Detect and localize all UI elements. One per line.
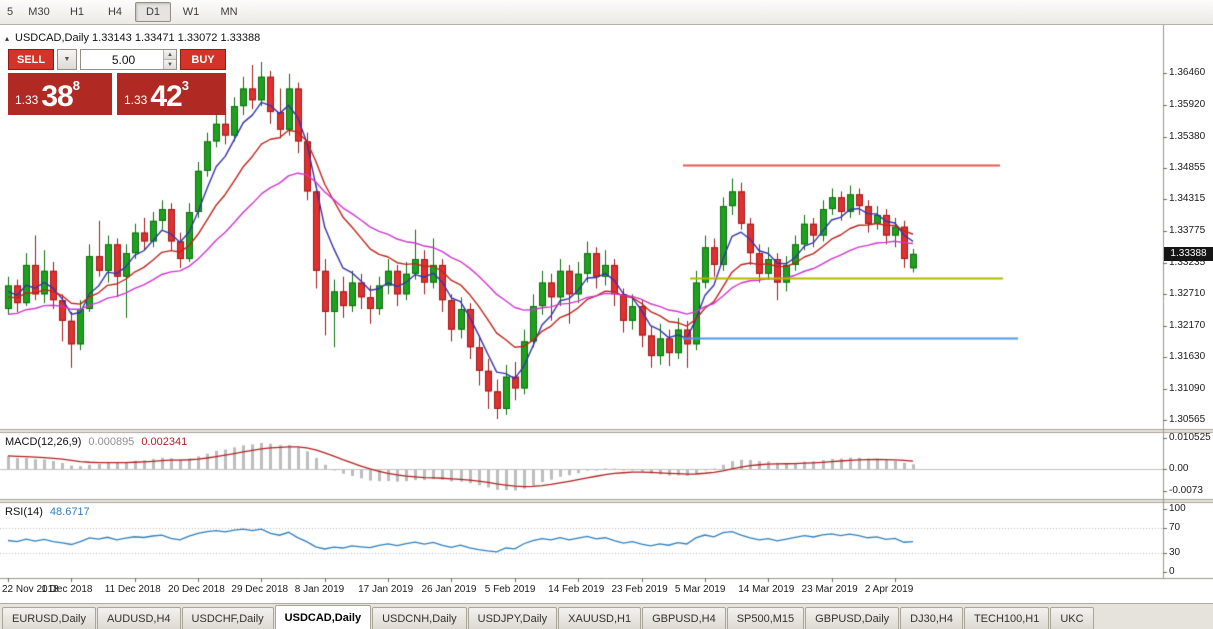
chart-overlay: ▴ USDCAD,Daily 1.33143 1.33471 1.33072 1… [0,25,1213,603]
tab-gbpusd-daily[interactable]: GBPUSD,Daily [805,607,900,629]
quote-row: 1.33 38 8 1.33 42 3 [8,73,226,115]
tab-ukc[interactable]: UKC [1050,607,1094,629]
price-axis-label: 1.32170 [1169,319,1206,331]
price-axis-label: 1.31630 [1169,351,1206,363]
ask-price-box[interactable]: 1.33 42 3 [117,73,226,115]
timeframe-button-m30[interactable]: M30 [28,6,50,18]
date-axis-label: 22 Nov 2018 [2,584,59,595]
chart-title-text: USDCAD,Daily 1.33143 1.33471 1.33072 1.3… [15,32,261,44]
price-axis-label: 1.33235 [1169,256,1206,268]
tab-sp500-m15[interactable]: SP500,M15 [726,607,805,629]
date-axis-label: 29 Dec 2018 [231,584,289,595]
date-axis-label: 11 Dec 2018 [104,584,161,595]
tab-usdcnh-daily[interactable]: USDCNH,Daily [372,607,467,629]
price-axis-label: 1.33775 [1169,225,1206,237]
tab-xauusd-h1[interactable]: XAUUSD,H1 [558,607,642,629]
buy-button[interactable]: BUY [180,49,226,70]
bid-price-box[interactable]: 1.33 38 8 [8,73,112,115]
one-click-trading-panel: SELL ▼ ▲ ▼ BUY 1.33 38 8 [8,49,226,115]
tab-eurusd-daily[interactable]: EURUSD,Daily [2,607,96,629]
tab-audusd-h4[interactable]: AUDUSD,H4 [96,607,181,629]
volume-spinner: ▲ ▼ [163,50,176,69]
tab-dj30-h4[interactable]: DJ30,H4 [900,607,963,629]
rsi-axis-label: 100 [1169,503,1186,514]
price-axis-label: 1.31090 [1169,383,1206,394]
current-price-tag: 1.33388 [1164,246,1213,261]
macd-axis-label: -0.0073 [1169,484,1203,496]
macd-axis-label: 0.00 [1169,463,1189,475]
price-axis-label: 1.34315 [1169,193,1206,205]
volume-input[interactable] [81,50,176,69]
sell-button[interactable]: SELL [8,49,54,70]
date-axis-label: 8 Jan 2019 [294,584,345,595]
tab-usdcad-daily[interactable]: USDCAD,Daily [274,605,372,629]
ask-price-big: 42 [150,79,182,113]
date-axis-label: 2 Apr 2019 [864,584,914,595]
chart-tab-bar: EURUSD,Daily AUDUSD,H4 USDCHF,Daily USDCAD,… [0,603,1213,629]
date-axis-label: 23 Feb 2019 [611,584,668,595]
chart-title: ▴ USDCAD,Daily 1.33143 1.33471 1.33072 1… [5,32,260,44]
date-axis-label: 23 Mar 2019 [801,584,858,595]
chevron-down-icon: ▼ [63,56,71,63]
volume-decrease-button[interactable]: ▼ [164,60,176,69]
chart-window: ▴ USDCAD,Daily 1.33143 1.33471 1.33072 1… [0,25,1213,603]
volume-dropdown-button[interactable]: ▼ [57,49,77,70]
ask-price-sup: 3 [181,78,189,93]
macd-signal-value: 0.002341 [141,436,188,448]
date-axis-label: 26 Jan 2019 [421,584,477,595]
date-axis-label: 14 Mar 2019 [738,584,795,595]
bid-price-sup: 8 [72,78,80,93]
timeframe-button-mn[interactable]: MN [220,6,238,18]
chart-collapse-icon: ▴ [5,33,10,43]
rsi-title-name: RSI(14) [5,506,43,518]
bid-price-big: 38 [41,79,73,113]
price-axis-label: 1.32710 [1169,287,1206,299]
date-axis-label: 1 Dec 2018 [41,584,93,595]
tab-usdchf-daily[interactable]: USDCHF,Daily [181,607,274,629]
price-axis-label: 1.30565 [1169,413,1206,425]
price-axis-label: 1.36460 [1169,67,1206,79]
rsi-value: 48.6717 [49,506,90,518]
date-axis-label: 5 Feb 2019 [484,584,536,595]
date-axis-label: 17 Jan 2019 [358,584,414,595]
date-axis-label: 14 Feb 2019 [548,584,605,595]
macd-title: MACD(12,26,9) 0.000895 0.002341 [5,436,187,448]
price-axis-label: 1.35380 [1169,130,1206,142]
rsi-axis-label: 30 [1169,547,1181,559]
timeframe-button-h4[interactable]: H4 [107,6,123,18]
timeframe-button-d1[interactable]: D1 [135,2,171,22]
price-axis-label: 1.35920 [1169,98,1206,110]
price-axis-label: 1.34855 [1169,161,1206,173]
chart-canvas[interactable] [0,25,1213,603]
rsi-title: RSI(14) 48.6717 [5,506,90,518]
rsi-axis-label: 70 [1169,521,1181,533]
macd-title-name: MACD(12,26,9) [5,436,82,448]
volume-increase-button[interactable]: ▲ [164,50,176,60]
date-axis-label: 5 Mar 2019 [674,584,726,595]
trade-controls-row: SELL ▼ ▲ ▼ BUY [8,49,226,70]
volume-field-wrap: ▲ ▼ [80,49,177,70]
macd-value: 0.000895 [88,436,135,448]
tab-tech100-h1[interactable]: TECH100,H1 [963,607,1050,629]
ask-price-prefix: 1.33 [124,93,148,107]
tab-gbpusd-h4[interactable]: GBPUSD,H4 [642,607,726,629]
bid-price-prefix: 1.33 [15,93,39,107]
tab-usdjpy-daily[interactable]: USDJPY,Daily [467,607,558,629]
macd-axis-label: 0.010525 [1169,431,1211,443]
rsi-axis-label: 0 [1169,566,1175,577]
timeframe-bar: 5 M30 H1 H4 D1 W1 MN [0,0,1213,25]
timeframe-button-5[interactable]: 5 [6,6,14,18]
timeframe-button-h1[interactable]: H1 [69,6,85,18]
timeframe-button-w1[interactable]: W1 [182,6,200,18]
date-axis-label: 20 Dec 2018 [168,584,225,595]
